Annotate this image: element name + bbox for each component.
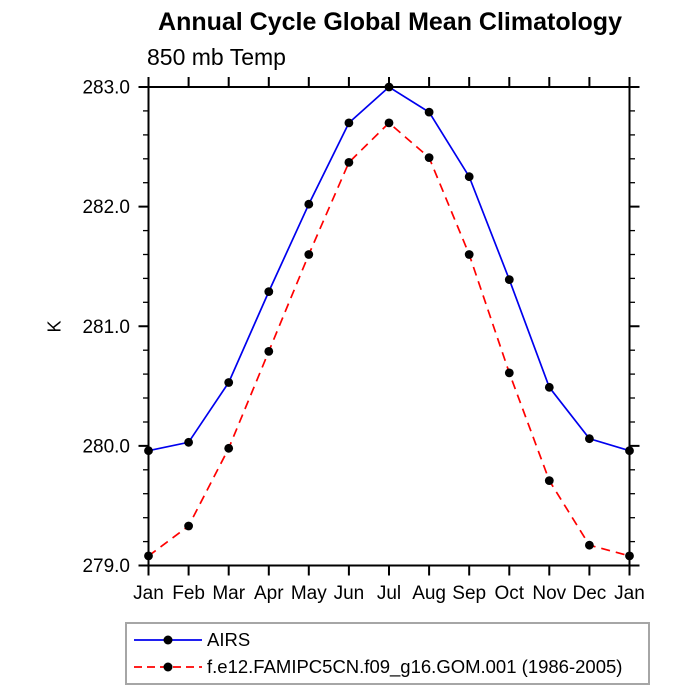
legend-item-model: f.e12.FAMIPC5CN.f09_g16.GOM.001 (1986-20… — [132, 654, 648, 681]
svg-text:Dec: Dec — [573, 583, 607, 604]
y-axis-minor-ticks — [143, 110, 635, 543]
legend: AIRS f.e12.FAMIPC5CN.f09_g16.GOM.001 (19… — [125, 622, 650, 685]
x-axis-tick-labels: Jan Feb Mar Apr May Jun Jul Aug Sep Oct Nov Dec Jan — [133, 583, 645, 604]
svg-text:Jan: Jan — [133, 583, 164, 604]
y-axis-tick-labels: 279.0 280.0 281.0 282.0 283.0 — [82, 78, 130, 578]
svg-text:282.0: 282.0 — [82, 197, 130, 218]
svg-text:May: May — [291, 583, 327, 604]
svg-text:Jun: Jun — [334, 583, 365, 604]
svg-text:Jan: Jan — [614, 583, 645, 604]
svg-text:Mar: Mar — [212, 583, 245, 604]
legend-label-model: f.e12.FAMIPC5CN.f09_g16.GOM.001 (1986-20… — [207, 656, 623, 677]
svg-text:Apr: Apr — [254, 583, 284, 604]
legend-item-airs: AIRS — [132, 627, 648, 654]
svg-text:Nov: Nov — [532, 583, 566, 604]
svg-text:283.0: 283.0 — [82, 78, 130, 99]
svg-text:280.0: 280.0 — [82, 436, 130, 457]
svg-text:279.0: 279.0 — [82, 556, 130, 577]
legend-line-sample-model — [134, 662, 202, 672]
chart-subtitle: 850 mb Temp — [147, 44, 286, 70]
svg-text:Oct: Oct — [495, 583, 525, 604]
legend-line-sample-airs — [134, 635, 202, 645]
series-1-markers — [144, 118, 634, 561]
svg-text:281.0: 281.0 — [82, 317, 130, 338]
svg-text:Sep: Sep — [452, 583, 486, 604]
chart-title: Annual Cycle Global Mean Climatology — [158, 8, 622, 36]
legend-label-airs: AIRS — [207, 629, 251, 650]
svg-text:Feb: Feb — [172, 583, 205, 604]
svg-text:Jul: Jul — [377, 583, 401, 604]
svg-text:Aug: Aug — [412, 583, 446, 604]
y-axis-major-ticks — [138, 86, 640, 567]
series-0-markers — [144, 82, 634, 456]
x-axis-ticks — [147, 77, 631, 576]
series-1-line — [147, 121, 630, 557]
series-0-line — [148, 85, 630, 452]
